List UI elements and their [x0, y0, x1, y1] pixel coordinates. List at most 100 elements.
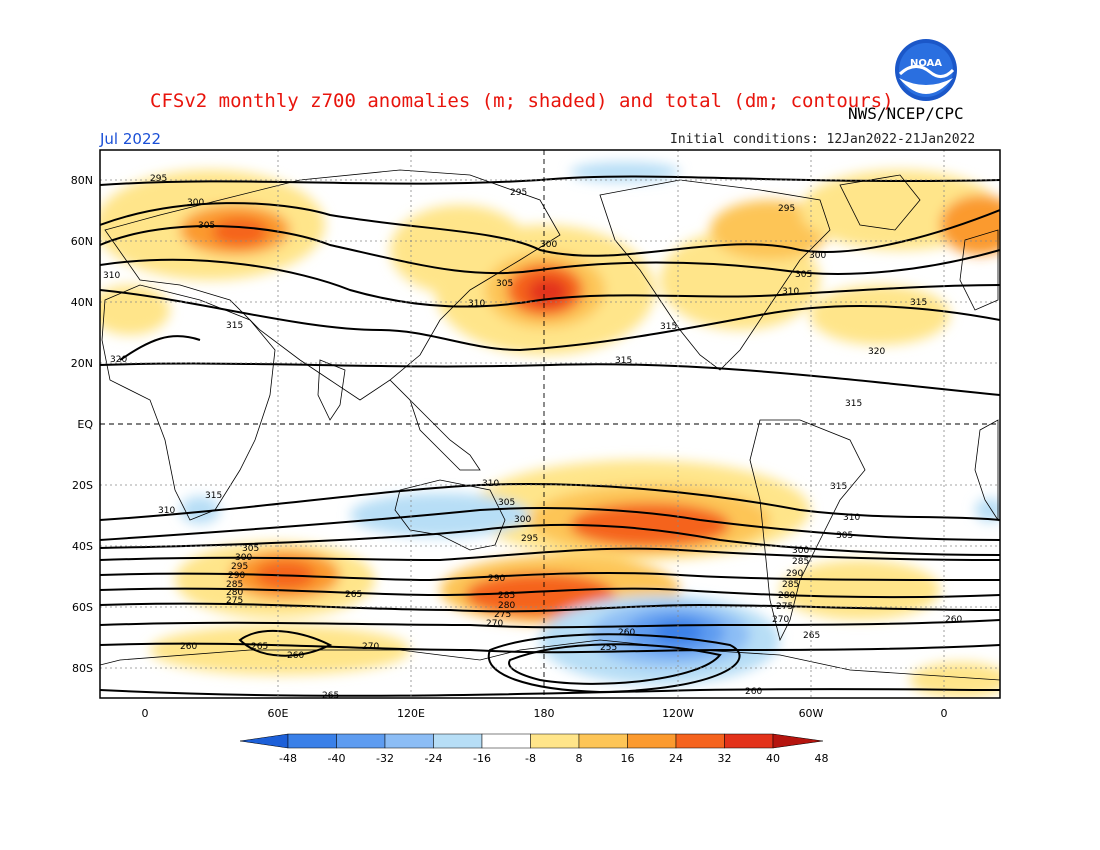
contour-label: 310: [843, 513, 860, 523]
colorbar-right-arrow: [772, 733, 824, 749]
noaa-logo-text: NOAA: [910, 58, 942, 69]
contour-label: 265: [322, 691, 339, 701]
contour-label: 270: [772, 615, 789, 625]
contour-label: 305: [836, 531, 853, 541]
contour-label: 310: [782, 287, 799, 297]
colorbar-segment: [627, 733, 677, 749]
contour-label: 255: [600, 643, 617, 653]
contour-label: 305: [242, 544, 259, 554]
lat-label: EQ: [77, 418, 93, 431]
colorbar-segment: [481, 733, 531, 749]
contour-label: 275: [494, 610, 511, 620]
contour-label: 280: [226, 588, 243, 598]
contour-label: 300: [235, 553, 252, 563]
contour-label: 260: [618, 628, 635, 638]
chart-title: CFSv2 monthly z700 anomalies (m; shaded)…: [150, 90, 894, 112]
contour-label: 300: [514, 515, 531, 525]
contour-label: 305: [498, 498, 515, 508]
contour-label: 320: [110, 355, 127, 365]
lat-label: 80S: [72, 662, 93, 675]
contour-label: 285: [792, 557, 809, 567]
month-label: Jul 2022: [100, 130, 162, 148]
contour-label: 275: [776, 602, 793, 612]
lon-label: 120E: [397, 707, 425, 720]
contour-label: 300: [187, 198, 204, 208]
colorbar-tick-label: 48: [815, 752, 829, 765]
colorbar-segment: [287, 733, 337, 749]
contour-label: 285: [498, 591, 515, 601]
contour-label: 270: [486, 619, 503, 629]
contour-label: 315: [845, 399, 862, 409]
contour-label: 320: [868, 347, 885, 357]
height-contours: [100, 175, 1000, 697]
contour-label: 305: [795, 270, 812, 280]
colorbar-tick-label: -8: [525, 752, 536, 765]
graticule: [100, 150, 1000, 698]
lat-label: 60S: [72, 601, 93, 614]
lat-label: 20S: [72, 479, 93, 492]
contour-label: 260: [745, 687, 762, 697]
colorbar-tick-label: 32: [718, 752, 732, 765]
lat-label: 40S: [72, 540, 93, 553]
contour-label: 300: [540, 240, 557, 250]
contour-label: 315: [660, 322, 677, 332]
contour-label: 260: [945, 615, 962, 625]
lat-label: 40N: [71, 296, 93, 309]
colorbar-tick-label: 40: [766, 752, 780, 765]
contour-label: 295: [510, 188, 527, 198]
contour-label: 290: [488, 574, 505, 584]
lon-label: 60E: [268, 707, 289, 720]
colorbar-segment: [384, 733, 434, 749]
contour-label: 315: [910, 298, 927, 308]
contour-label: 315: [615, 356, 632, 366]
contour-label: 285: [782, 580, 799, 590]
contour-label: 260: [287, 651, 304, 661]
contour-label: 295: [150, 174, 167, 184]
contour-label: 315: [226, 321, 243, 331]
contour-label: 310: [103, 271, 120, 281]
contour-label: 280: [498, 601, 515, 611]
colorbar-segment: [336, 733, 386, 749]
contour-label: 290: [786, 569, 803, 579]
contour-label: 310: [158, 506, 175, 516]
contour-label: 300: [792, 546, 809, 556]
lon-label: 180: [534, 707, 555, 720]
longitude-labels: 0 60E 120E 180 120W 60W 0: [142, 707, 948, 720]
colorbar-segment: [578, 733, 628, 749]
contour-label: 315: [205, 491, 222, 501]
contour-label: 290: [228, 571, 245, 581]
contour-labels: 295 300 305 310 315 320 295 300 305 310 …: [103, 174, 962, 701]
lon-label: 0: [941, 707, 948, 720]
contour-label: 295: [231, 562, 248, 572]
contour-label: 315: [830, 482, 847, 492]
contour-label: 295: [778, 204, 795, 214]
contour-label: 265: [345, 590, 362, 600]
contour-label: 280: [778, 591, 795, 601]
lon-label: 120W: [662, 707, 694, 720]
contour-label: 305: [496, 279, 513, 289]
contour-label: 310: [468, 299, 485, 309]
contour-label: 310: [482, 479, 499, 489]
colorbar-segment: [433, 733, 483, 749]
latitude-labels: 80N 60N 40N 20N EQ 20S 40S 60S 80S: [71, 174, 94, 675]
lon-label: 0: [142, 707, 149, 720]
colorbar-segment: [675, 733, 725, 749]
lat-label: 20N: [71, 357, 93, 370]
colorbar-tick-label: -48: [279, 752, 297, 765]
colorbar-tick-label: 24: [669, 752, 683, 765]
colorbar-tick-label: 16: [621, 752, 635, 765]
colorbar-tick-label: -16: [473, 752, 491, 765]
map-frame: [99, 149, 1001, 699]
contour-label: 265: [251, 642, 268, 652]
colorbar-tick-label: -32: [376, 752, 394, 765]
noaa-logo: NOAA: [895, 39, 957, 101]
colorbar-tick-label: -40: [328, 752, 346, 765]
colorbar: -48 -40 -32 -24 -16 -8 8 16 24 32 40 48: [239, 733, 829, 765]
colorbar-tick-label: 8: [576, 752, 583, 765]
colorbar-left-arrow: [239, 733, 289, 749]
contour-label: 300: [809, 251, 826, 261]
contour-label: 275: [226, 596, 243, 606]
lat-label: 60N: [71, 235, 93, 248]
lon-label: 60W: [799, 707, 824, 720]
contour-label: 285: [226, 580, 243, 590]
